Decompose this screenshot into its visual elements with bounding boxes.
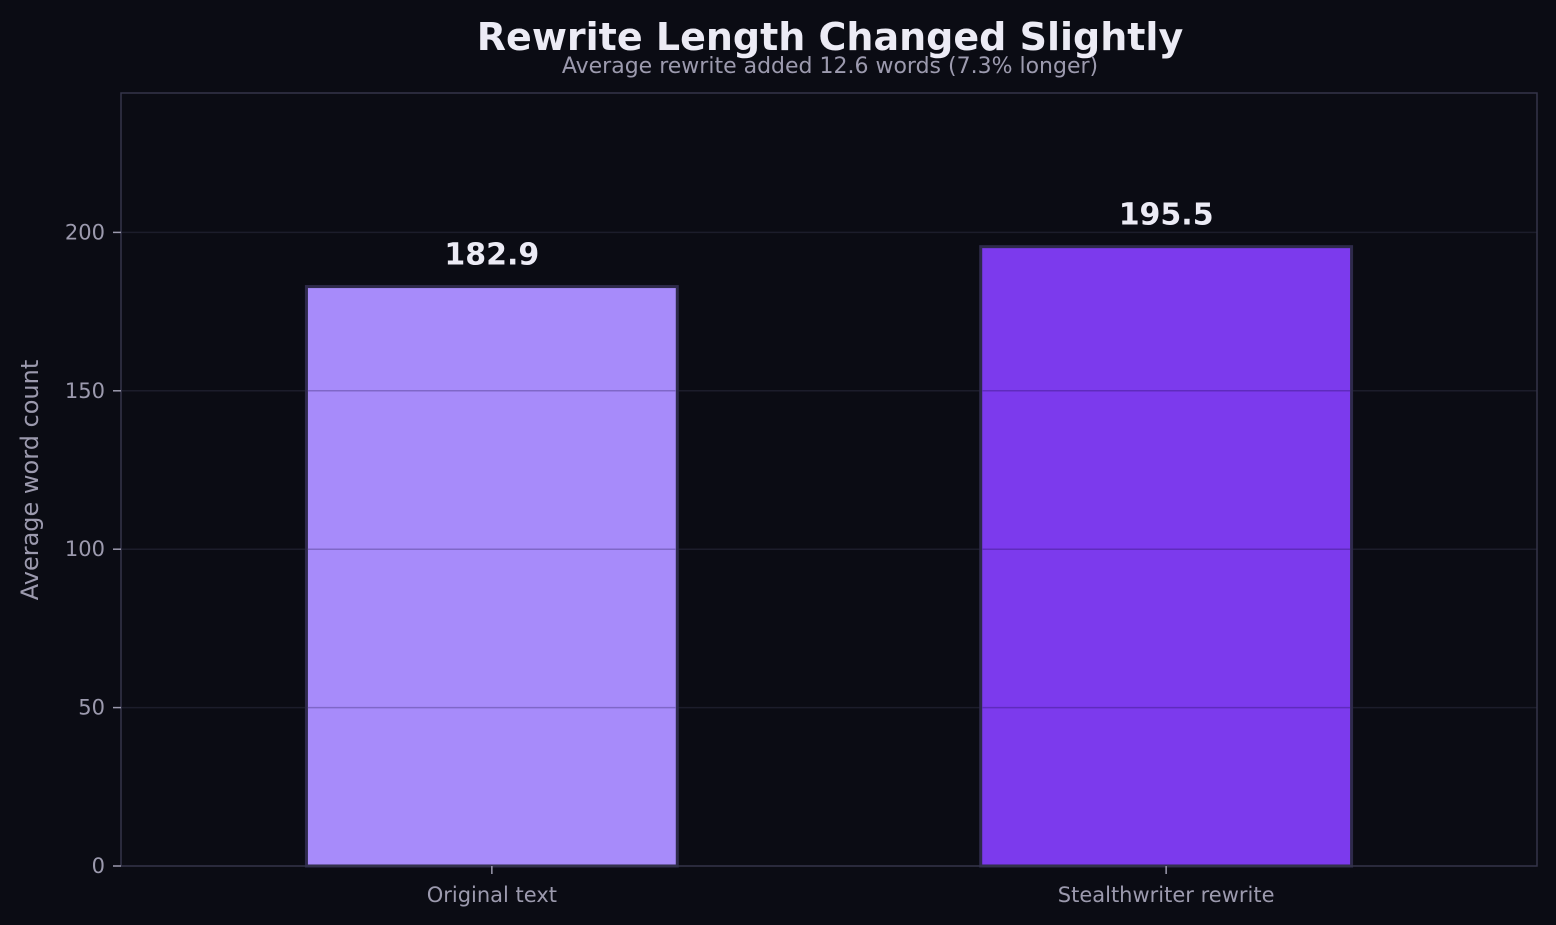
plot-border [120, 92, 1538, 867]
bar-value-label-0: 182.9 [444, 238, 539, 273]
chart-title: Rewrite Length Changed Slightly [477, 15, 1184, 59]
y-tick-label-50: 50 [78, 696, 105, 720]
x-tick-label-0: Original text [427, 883, 557, 907]
bar-1 [979, 245, 1354, 868]
chart-subtitle: Average rewrite added 12.6 words (7.3% l… [562, 54, 1098, 79]
bar-overlay-gridlines [307, 390, 1351, 709]
y-axis-label: Average word count [16, 360, 44, 601]
axis-ticks: 0 50 100 150 200 Original text Stealthwriter r… [65, 220, 1275, 907]
bar-0 [304, 285, 679, 868]
y-tick-label-100: 100 [65, 537, 105, 561]
bar-value-label-1: 195.5 [1119, 198, 1214, 233]
x-tick-label-1: Stealthwriter rewrite [1058, 883, 1275, 907]
y-tick-label-200: 200 [65, 220, 105, 244]
plot-frame [120, 92, 1538, 867]
data-labels: 182.9 195.5 [444, 198, 1213, 273]
y-tick-label-0: 0 [92, 854, 105, 878]
y-tick-label-150: 150 [65, 379, 105, 403]
